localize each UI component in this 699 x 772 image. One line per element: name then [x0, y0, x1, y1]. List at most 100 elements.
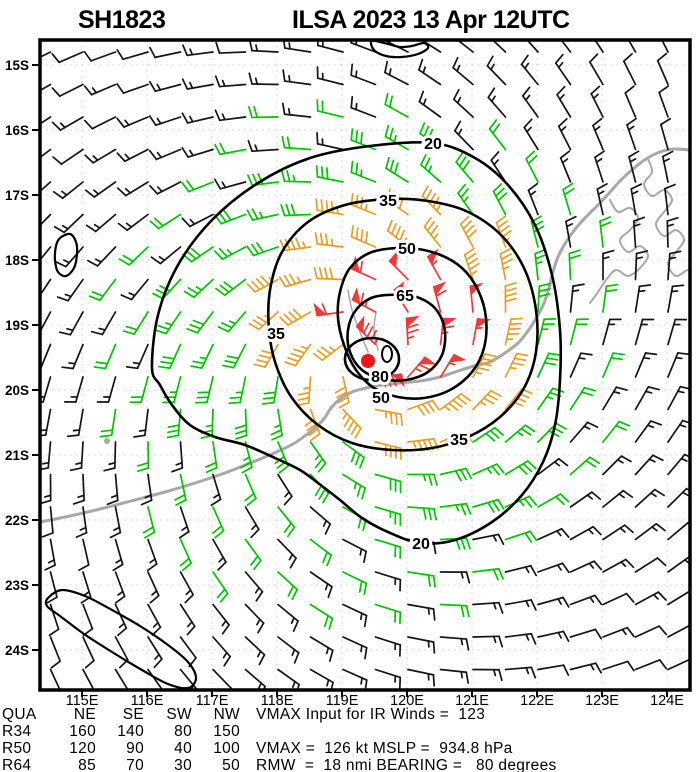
lon-tick-label: 120E [390, 693, 424, 709]
wind-barb [384, 92, 409, 118]
wind-barb [205, 441, 218, 474]
wind-barb [114, 668, 130, 690]
coastline-ria [347, 289, 369, 353]
lon-tick-label: 122E [520, 693, 554, 709]
wind-barb [148, 148, 182, 161]
wind-barb [526, 40, 539, 53]
wind-barb [634, 591, 667, 606]
wind-barb [179, 603, 196, 636]
wind-barb [99, 408, 117, 438]
wind-barb [420, 154, 442, 183]
contour-label-35kt: 35 [267, 326, 285, 343]
lat-tick-label: 22S [5, 513, 29, 528]
wind-barb [559, 150, 572, 183]
wind-barb [182, 44, 214, 57]
wind-barb [569, 662, 603, 674]
wind-barb [248, 72, 279, 86]
wind-barb [277, 473, 293, 506]
wind-barb [309, 538, 333, 567]
wind-barb [149, 181, 182, 195]
wind-barb [602, 420, 631, 443]
contour-label-65kt: 65 [396, 288, 414, 305]
vmax-mslp-line: VMAX = 126 kt MSLP = 934.8 hPa [256, 740, 513, 757]
wind-barb [634, 488, 665, 508]
wind-radii-cell: R64 [2, 757, 32, 772]
wind-barb [405, 315, 420, 346]
wind-barb [277, 603, 299, 632]
wind-barb [660, 117, 672, 151]
wind-barb [277, 506, 296, 538]
wind-barb [374, 506, 402, 527]
wind-barb [53, 213, 84, 234]
wind-barb [664, 183, 676, 216]
wind-barb [181, 78, 214, 90]
wind-barb [253, 343, 279, 368]
lon-tick-label: 118E [261, 693, 294, 709]
barb-flag-50kt [388, 250, 398, 269]
wind-radii-cell: 70 [126, 757, 144, 772]
wind-barb [85, 213, 117, 233]
wind-barb [147, 571, 160, 604]
wind-barb [602, 524, 634, 541]
wind-barb [148, 115, 182, 126]
coastline-ria [373, 311, 379, 351]
lat-tick-label: 18S [5, 253, 29, 268]
wind-barb [656, 52, 669, 86]
wind-barb [44, 538, 56, 571]
wind-barb [40, 278, 52, 297]
wind-barb [487, 87, 507, 118]
wind-barb [114, 636, 129, 669]
wind-barb [667, 487, 690, 508]
wind-barb [407, 668, 436, 687]
wind-barb [504, 352, 529, 378]
wind-barb [186, 311, 214, 334]
wind-barb [456, 40, 474, 53]
wind-barb [116, 148, 149, 163]
wind-barb [504, 530, 538, 543]
wind-barb [439, 467, 472, 482]
wind-barb [316, 99, 344, 118]
coastline-inlet-north [643, 158, 690, 279]
lat-tick-label: 17S [5, 188, 29, 203]
lon-axis-labels: 115E 116E 117E 118E 119E 120E 121E 122E 123E 124E [66, 693, 685, 709]
wind-barb [521, 86, 539, 118]
wind-barb [195, 376, 214, 404]
lat-tick-label: 20S [5, 383, 29, 398]
wind-barb [179, 571, 194, 604]
wind-barb [472, 668, 503, 682]
contour-80kt [343, 336, 401, 382]
wind-barb [602, 249, 615, 281]
wind-barb [624, 85, 637, 118]
wind-barb [537, 493, 570, 508]
wind-barb [40, 473, 52, 505]
wind-barb [52, 181, 84, 200]
plot-area: 20 35 50 65 35 80 50 35 20 [40, 40, 690, 690]
wind-barb [171, 441, 184, 473]
wind-barb [280, 169, 312, 183]
wind-barb [183, 278, 214, 299]
wind-barb [52, 148, 84, 165]
wind-barb [114, 603, 128, 637]
lat-tick-label: 21S [5, 448, 29, 463]
wind-barb [667, 419, 690, 443]
wind-barb [386, 219, 409, 248]
wind-barb [590, 85, 604, 118]
wind-barb [602, 558, 635, 573]
wind-barb [439, 393, 471, 411]
wind-barb [316, 40, 344, 53]
wind-barb [667, 250, 682, 281]
wind-barb [149, 46, 182, 59]
wind-barb [569, 386, 596, 411]
wind-barb [84, 116, 117, 130]
wind-barb [634, 318, 655, 346]
wind-barb [210, 473, 222, 507]
wind-barb [342, 538, 367, 564]
wind-barb [499, 248, 514, 281]
wind-barb [342, 473, 366, 500]
contour-20kt-fragment-west [53, 232, 79, 278]
wind-barb [374, 408, 403, 427]
wind-barb [527, 182, 539, 216]
wind-barb [667, 624, 690, 638]
wind-barb [634, 352, 658, 378]
